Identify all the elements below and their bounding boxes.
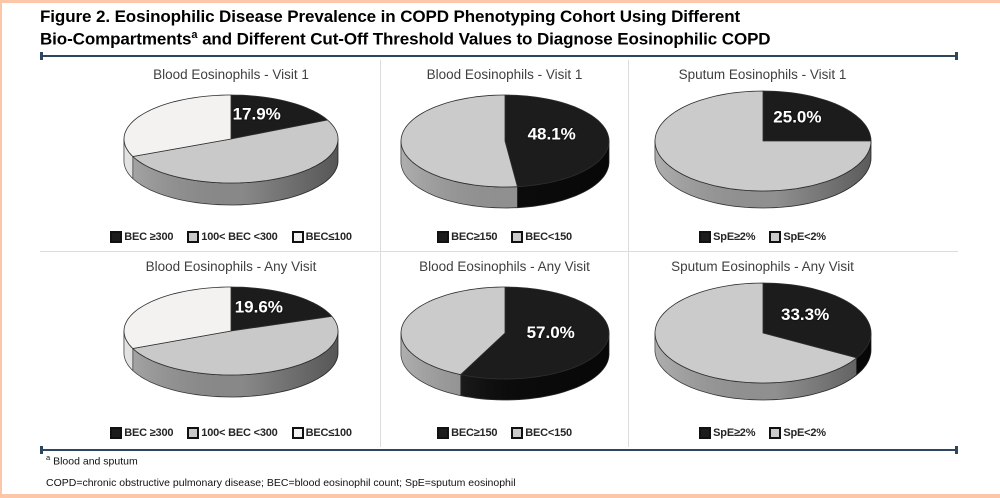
- chart-grid: Blood Eosinophils - Visit 1 17.9% BEC ≥3…: [40, 60, 958, 447]
- legend-label: BEC≥150: [451, 231, 498, 243]
- figure-border-top: [0, 0, 1000, 3]
- figure-title: Figure 2. Eosinophilic Disease Prevalenc…: [40, 6, 958, 51]
- pie-percentage-label: 19.6%: [235, 297, 283, 316]
- legend: SpE≥2% SpE<2%: [692, 427, 833, 439]
- bottom-rule: [40, 446, 958, 454]
- chart-title: Sputum Eosinophils - Visit 1: [678, 67, 847, 82]
- panel-blood-anyvisit-3cat: Blood Eosinophils - Any Visit 19.6% BEC …: [40, 252, 381, 447]
- figure-title-line1: Figure 2. Eosinophilic Disease Prevalenc…: [40, 7, 741, 26]
- legend-swatch-black: [699, 427, 712, 439]
- legend-label: SpE<2%: [783, 231, 826, 243]
- legend-item: 100< BEC <300: [187, 427, 278, 439]
- panel-blood-anyvisit-2cat: Blood Eosinophils - Any Visit 57.0% BEC≥…: [381, 252, 629, 447]
- legend-swatch-black: [437, 231, 450, 243]
- legend-swatch-black: [110, 427, 123, 439]
- legend-item: BEC≥150: [437, 231, 497, 243]
- figure-title-line2: Bio-Compartments: [40, 29, 192, 49]
- legend-item: BEC≤100: [291, 427, 352, 439]
- legend-item: SpE≥2%: [699, 427, 756, 439]
- legend-label: BEC<150: [525, 427, 572, 439]
- figure-border-bottom: [0, 494, 1000, 498]
- chart-title: Blood Eosinophils - Any Visit: [419, 259, 590, 274]
- legend-swatch-gray: [769, 427, 782, 439]
- figure-title-line2-rest: and Different Cut-Off Threshold Values t…: [197, 29, 771, 49]
- legend-label: 100< BEC <300: [201, 427, 278, 439]
- pie-percentage-label: 48.1%: [527, 125, 575, 144]
- legend: BEC≥150 BEC<150: [430, 231, 579, 243]
- legend-item: SpE<2%: [769, 427, 826, 439]
- legend-label: SpE≥2%: [713, 427, 756, 439]
- legend-swatch-gray: [511, 427, 524, 439]
- legend-item: BEC<150: [511, 231, 572, 243]
- legend: BEC ≥300 100< BEC <300 BEC≤100: [103, 427, 359, 439]
- legend-swatch-white: [291, 427, 304, 439]
- pie-percentage-label: 57.0%: [526, 323, 574, 342]
- pie-percentage-label: 25.0%: [773, 108, 821, 127]
- legend-label: BEC ≥300: [124, 427, 174, 439]
- pie-chart-sputum-visit1: 25.0%: [654, 90, 871, 209]
- legend-item: 100< BEC <300: [187, 231, 278, 243]
- legend-item: BEC ≥300: [110, 427, 173, 439]
- legend-label: BEC≥150: [451, 427, 498, 439]
- pie-chart-sputum-anyvisit: 33.3%: [654, 282, 871, 401]
- chart-title: Blood Eosinophils - Any Visit: [145, 259, 317, 274]
- panel-blood-visit1-3cat: Blood Eosinophils - Visit 1 17.9% BEC ≥3…: [40, 60, 381, 252]
- pie-chart-blood-anyvisit-3cat: 19.6%: [123, 286, 339, 398]
- footnote-text: Blood and sputum: [50, 455, 138, 468]
- legend-swatch-black: [110, 231, 123, 243]
- legend-swatch-white: [291, 231, 304, 243]
- pie-percentage-label: 17.9%: [233, 105, 281, 124]
- top-rule: [40, 52, 958, 60]
- pie-chart-blood-visit1-2cat: 48.1%: [400, 94, 609, 209]
- panel-sputum-visit1: Sputum Eosinophils - Visit 1 25.0% SpE≥2…: [629, 60, 958, 252]
- legend-swatch-black: [437, 427, 450, 439]
- legend-item: SpE≥2%: [699, 231, 756, 243]
- panel-sputum-anyvisit: Sputum Eosinophils - Any Visit 33.3% SpE…: [629, 252, 958, 447]
- legend-swatch-black: [699, 231, 712, 243]
- chart-title: Blood Eosinophils - Visit 1: [426, 67, 583, 82]
- legend-label: SpE≥2%: [713, 231, 756, 243]
- legend: BEC ≥300 100< BEC <300 BEC≤100: [103, 231, 359, 243]
- legend: SpE≥2% SpE<2%: [692, 231, 833, 243]
- legend-label: BEC<150: [525, 231, 572, 243]
- footnote-superscript: a: [46, 453, 51, 462]
- legend: BEC≥150 BEC<150: [430, 427, 579, 439]
- legend-swatch-gray: [187, 231, 200, 243]
- legend-item: BEC<150: [511, 427, 572, 439]
- pie-chart-blood-visit1-3cat: 17.9%: [123, 94, 339, 206]
- legend-swatch-gray: [511, 231, 524, 243]
- chart-title: Sputum Eosinophils - Any Visit: [671, 259, 854, 274]
- legend-item: BEC ≥300: [110, 231, 173, 243]
- chart-title: Blood Eosinophils - Visit 1: [153, 67, 309, 82]
- legend-label: SpE<2%: [783, 427, 826, 439]
- legend-label: 100< BEC <300: [201, 231, 278, 243]
- panel-blood-visit1-2cat: Blood Eosinophils - Visit 1 48.1% BEC≥15…: [381, 60, 629, 252]
- legend-label: BEC ≥300: [124, 231, 174, 243]
- legend-swatch-gray: [187, 427, 200, 439]
- footnote: a Blood and sputum: [46, 453, 138, 468]
- abbreviations: COPD=chronic obstructive pulmonary disea…: [46, 477, 516, 489]
- pie-chart-blood-anyvisit-2cat: 57.0%: [400, 286, 609, 401]
- legend-label: BEC≤100: [305, 427, 352, 439]
- legend-item: BEC≥150: [437, 427, 497, 439]
- figure-title-superscript: a: [191, 29, 198, 42]
- legend-item: BEC≤100: [291, 231, 352, 243]
- legend-swatch-gray: [769, 231, 782, 243]
- legend-item: SpE<2%: [769, 231, 826, 243]
- pie-percentage-label: 33.3%: [780, 305, 828, 324]
- legend-label: BEC≤100: [305, 231, 352, 243]
- figure-border-left: [0, 0, 2, 498]
